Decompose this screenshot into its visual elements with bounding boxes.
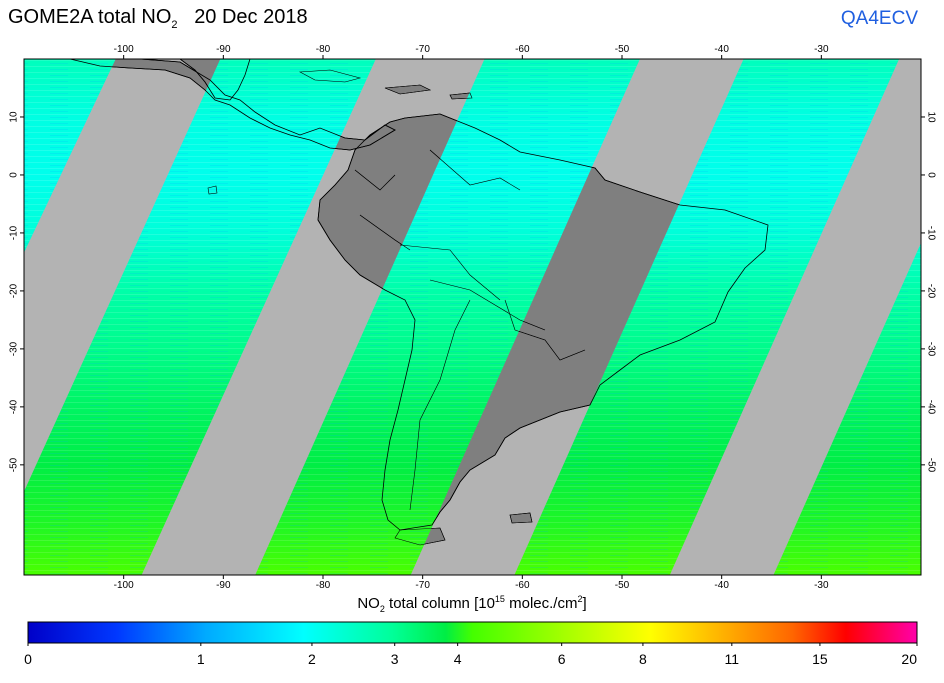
north-america-land-outline <box>179 59 251 101</box>
lon-label-bottom: -30 <box>814 580 829 591</box>
title-subscript: 2 <box>171 19 178 31</box>
lon-label-bottom: -40 <box>714 580 729 591</box>
swath-texture <box>255 59 640 575</box>
colorbar-axis-title: NO2 total column [1015 molec./cm2] <box>0 594 944 614</box>
country-borders-outline <box>354 149 586 511</box>
tierra-del-fuego-outline <box>394 527 446 546</box>
galapagos-islands-outline <box>207 185 218 195</box>
swath-orbit-5 <box>773 242 921 575</box>
lat-label-left: -10 <box>8 225 20 241</box>
lon-label-bottom: -100 <box>113 580 134 591</box>
lat-label-left: -50 <box>8 457 20 473</box>
lon-label-top: -40 <box>714 44 729 55</box>
swath-orbit-4 <box>514 59 900 575</box>
colorbar-tick-label: 3 <box>390 651 399 667</box>
swath-texture <box>773 242 921 575</box>
lon-label-top: -90 <box>216 44 231 55</box>
swath-texture <box>24 59 116 253</box>
axis-title-exp2: 2 <box>577 594 583 604</box>
brand-label: QA4ECV <box>840 8 918 29</box>
lon-label-top: -30 <box>814 44 829 55</box>
lat-label-left: 10 <box>8 111 20 123</box>
south-america-land-outline <box>317 113 769 531</box>
central-america-land-outline <box>69 59 396 151</box>
lat-label-left: 0 <box>8 172 20 178</box>
axis-title-no: NO <box>357 595 380 612</box>
lat-label-right: 10 <box>925 111 937 123</box>
swath-texture <box>514 59 900 575</box>
axis-title-exp: 15 <box>494 594 505 604</box>
lat-label-right: -50 <box>925 457 937 473</box>
plot-frame <box>23 58 922 576</box>
axis-title-unit: molec./cm <box>504 595 578 612</box>
falkland-islands-outline <box>509 512 533 524</box>
chart-title: GOME2A total NO2 20 Dec 2018 <box>8 6 308 31</box>
colorbar-tick-label: 6 <box>557 651 566 667</box>
lon-label-bottom: -50 <box>614 580 630 591</box>
lon-label-top: -100 <box>113 44 134 55</box>
title-date: 20 Dec 2018 <box>194 6 308 28</box>
lat-label-left: -20 <box>8 283 20 299</box>
title-main: GOME2A total NO <box>8 6 172 28</box>
caribbean-islands-outline <box>298 69 473 100</box>
colorbar <box>27 621 918 644</box>
colorbar-tick-label: 11 <box>724 651 740 667</box>
swath-texture <box>24 59 376 575</box>
axis-title-mid: total column [10 <box>384 595 495 612</box>
colorbar-tick-label: 20 <box>901 651 917 667</box>
axis-title-end: ] <box>582 595 587 612</box>
lat-label-right: -40 <box>925 399 937 415</box>
land-outline-overlay <box>69 59 769 546</box>
lon-label-bottom: -80 <box>315 580 331 591</box>
colorbar-tick-label: 1 <box>196 651 205 667</box>
swath-orbit-3 <box>255 59 640 575</box>
lon-label-top: -50 <box>614 44 630 55</box>
axis-title-sub: 2 <box>379 604 385 614</box>
lon-label-top: -80 <box>315 44 331 55</box>
lon-label-top: -70 <box>415 44 430 55</box>
lat-label-right: -10 <box>925 225 937 241</box>
plot-area <box>24 59 921 575</box>
colorbar-tick-label: 2 <box>308 651 316 667</box>
swath-group <box>24 59 921 575</box>
lat-label-left: -40 <box>8 399 20 415</box>
lat-label-right: -20 <box>925 283 937 299</box>
colorbar-ticks <box>27 643 918 646</box>
lon-label-bottom: -70 <box>415 580 430 591</box>
colorbar-tick-label: 0 <box>24 651 32 667</box>
colorbar-tick-label: 15 <box>812 651 828 667</box>
colorbar-tick-label: 4 <box>453 651 462 667</box>
lon-label-bottom: -90 <box>216 580 231 591</box>
axis-ticks <box>20 55 925 579</box>
lat-label-right: -30 <box>925 341 937 357</box>
colorbar-tick-label: 8 <box>639 651 647 667</box>
lat-label-left: -30 <box>8 341 20 357</box>
lat-label-right: 0 <box>925 172 937 178</box>
lon-label-bottom: -60 <box>515 580 530 591</box>
lon-label-top: -60 <box>515 44 530 55</box>
swath-orbit-2 <box>24 59 376 575</box>
swath-orbit-1 <box>24 59 116 253</box>
